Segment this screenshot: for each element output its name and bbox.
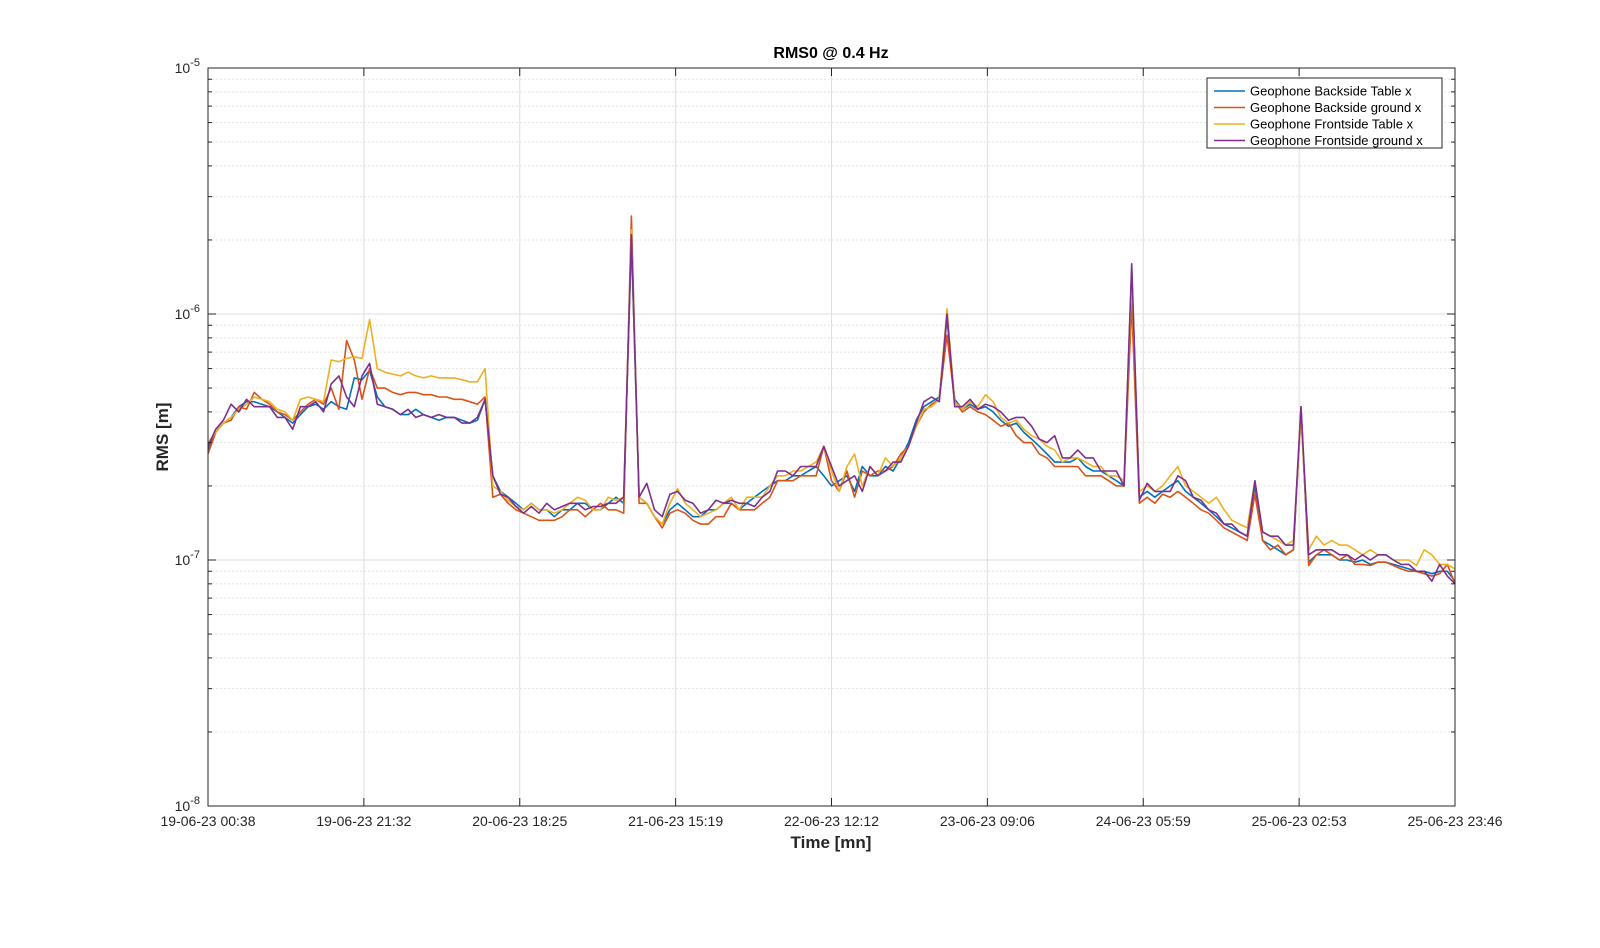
y-tick-labels: 10-8 10-7 10-6 10-5 (175, 57, 200, 814)
x-tick-label: 20-06-23 18:25 (472, 813, 567, 829)
x-tick-label: 23-06-23 09:06 (940, 813, 1035, 829)
y-tick-label: 10-6 (175, 303, 200, 322)
ticks (207, 67, 1456, 807)
y-tick-label: 10-8 (175, 795, 200, 814)
chart-title: RMS0 @ 0.4 Hz (773, 45, 888, 62)
grid (208, 68, 1455, 806)
x-tick-label: 19-06-23 00:38 (161, 813, 256, 829)
x-tick-label: 25-06-23 23:46 (1408, 813, 1503, 829)
x-tick-label: 24-06-23 05:59 (1096, 813, 1191, 829)
y-tick-label: 10-7 (175, 549, 200, 568)
y-axis-title: RMS [m] (153, 403, 172, 472)
series-line (207, 215, 1456, 585)
series-line (207, 233, 1456, 585)
x-axis-title: Time [mn] (791, 833, 872, 852)
x-tick-label: 22-06-23 12:12 (784, 813, 879, 829)
x-tick-label: 19-06-23 21:32 (316, 813, 411, 829)
x-tick-label: 21-06-23 15:19 (628, 813, 723, 829)
legend-label: Geophone Frontside ground x (1250, 133, 1423, 148)
legend-label: Geophone Frontside Table x (1250, 117, 1414, 132)
x-tick-labels: 19-06-23 00:38 19-06-23 21:32 20-06-23 18:… (161, 813, 1503, 829)
series-lines (207, 215, 1456, 585)
legend-label: Geophone Backside Table x (1250, 84, 1412, 99)
legend-label: Geophone Backside ground x (1250, 100, 1422, 115)
legend-box (1206, 77, 1443, 149)
y-tick-label: 10-5 (175, 57, 200, 76)
series-line (207, 229, 1456, 570)
x-tick-label: 25-06-23 02:53 (1252, 813, 1347, 829)
